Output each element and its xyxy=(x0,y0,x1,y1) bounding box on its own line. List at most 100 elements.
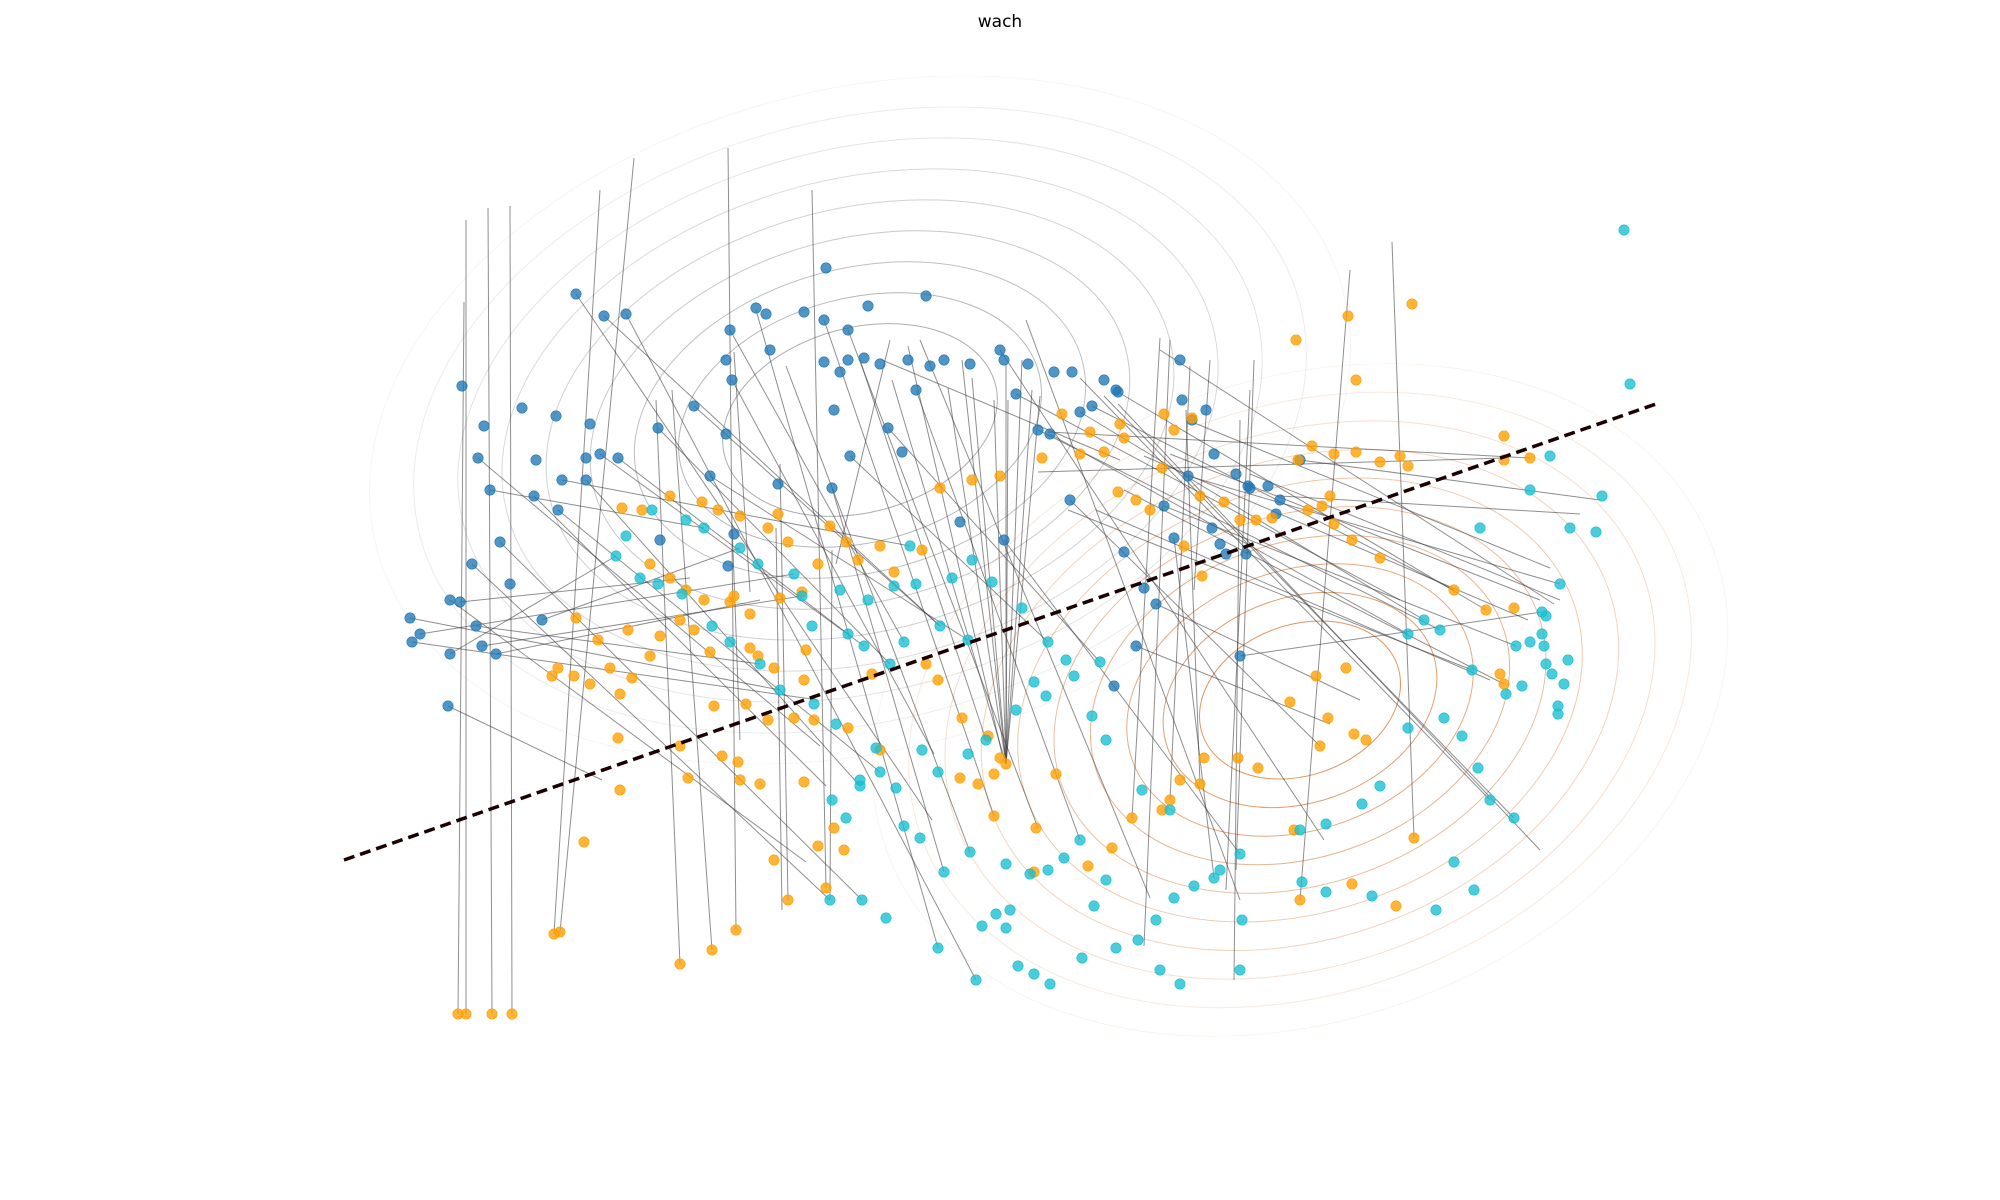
gray-density-level-7 xyxy=(633,261,1087,579)
cyan-point xyxy=(962,748,974,760)
orange-point xyxy=(798,674,810,686)
orange-point xyxy=(730,924,742,936)
connector-line xyxy=(655,399,681,965)
blue-point xyxy=(556,474,568,486)
blue-point xyxy=(1032,424,1044,436)
orange-point xyxy=(1194,490,1206,502)
cyan-point xyxy=(858,640,870,652)
connector-line xyxy=(887,427,1101,663)
cyan-point xyxy=(946,572,958,584)
cyan-point xyxy=(1320,886,1332,898)
cyan-point xyxy=(1010,704,1022,716)
cyan-point xyxy=(1058,852,1070,864)
orange-point xyxy=(1390,900,1402,912)
cyan-point xyxy=(774,684,786,696)
connector-line xyxy=(779,463,789,901)
blue-point xyxy=(820,262,832,274)
orange-point xyxy=(614,688,626,700)
blue-point xyxy=(612,452,624,464)
cyan-point xyxy=(1100,734,1112,746)
orange-point xyxy=(1524,452,1536,464)
orange-point xyxy=(1112,486,1124,498)
connector-line xyxy=(459,577,691,603)
blue-point xyxy=(1118,546,1130,558)
orange-point xyxy=(626,672,638,684)
connector-line xyxy=(449,555,617,655)
orange-point xyxy=(734,774,746,786)
connector-line xyxy=(1005,395,1041,765)
connector-line xyxy=(1169,453,1541,601)
cyan-point xyxy=(1208,872,1220,884)
cyan-point xyxy=(1596,490,1608,502)
connector-line xyxy=(1225,389,1251,891)
orange-point xyxy=(916,544,928,556)
blue-point xyxy=(528,490,540,502)
orange-point xyxy=(994,470,1006,482)
blue-point xyxy=(828,404,840,416)
cyan-point xyxy=(1214,864,1226,876)
cyan-point xyxy=(870,742,882,754)
connector-line xyxy=(1159,349,1555,605)
connector-line xyxy=(585,479,861,787)
orange-point xyxy=(774,592,786,604)
orange-point xyxy=(644,650,656,662)
cyan-point xyxy=(1028,676,1040,688)
orange-point xyxy=(1114,418,1126,430)
blue-point xyxy=(484,484,496,496)
cyan-point xyxy=(1468,884,1480,896)
gray-density-level-8 xyxy=(678,292,1042,548)
cyan-point xyxy=(1538,640,1550,652)
blue-point xyxy=(472,452,484,464)
blue-point xyxy=(1130,640,1142,652)
blue-point xyxy=(552,504,564,516)
cyan-point xyxy=(1402,628,1414,640)
cyan-point xyxy=(698,522,710,534)
connector-line xyxy=(731,523,741,741)
orange-point xyxy=(994,752,1006,764)
blue-point xyxy=(724,324,736,336)
cyan-point xyxy=(890,782,902,794)
orange-point xyxy=(1294,894,1306,906)
dashed-divider-line xyxy=(343,402,1657,862)
orange-point xyxy=(1284,696,1296,708)
cyan-point xyxy=(976,920,988,932)
connector-line xyxy=(1069,499,1321,747)
orange-point xyxy=(1266,512,1278,524)
cyan-point xyxy=(1366,890,1378,902)
orange-point xyxy=(716,750,728,762)
orange-point xyxy=(956,712,968,724)
cyan-point xyxy=(874,766,886,778)
blue-point xyxy=(902,354,914,366)
gray-density-level-6 xyxy=(589,230,1131,610)
cyan-point xyxy=(1042,636,1054,648)
orange-point xyxy=(1374,552,1386,564)
orange-point xyxy=(988,810,1000,822)
orange-point xyxy=(1056,408,1068,420)
cyan-point xyxy=(1466,664,1478,676)
connector-line xyxy=(487,207,493,1015)
blue-point xyxy=(1182,470,1194,482)
orange-point xyxy=(636,504,648,516)
blue-point xyxy=(954,516,966,528)
orange-point xyxy=(1394,450,1406,462)
orange-point xyxy=(972,778,984,790)
cyan-point xyxy=(862,594,874,606)
orange-point xyxy=(1168,424,1180,436)
cyan-point xyxy=(1076,952,1088,964)
connector-line xyxy=(1095,509,1491,681)
cyan-point xyxy=(1234,964,1246,976)
orange-point xyxy=(1406,298,1418,310)
orange-point xyxy=(708,700,720,712)
cyan-point xyxy=(1000,858,1012,870)
orange-point xyxy=(954,772,966,784)
cyan-point xyxy=(1558,678,1570,690)
blue-point xyxy=(750,302,762,314)
blue-point xyxy=(842,354,854,366)
blue-point xyxy=(1240,548,1252,560)
orange-point xyxy=(1144,504,1156,516)
cyan-point xyxy=(1544,450,1556,462)
connector-line xyxy=(729,329,905,643)
orange-point xyxy=(888,566,900,578)
orange-point xyxy=(1508,602,1520,614)
blue-point xyxy=(998,534,1010,546)
